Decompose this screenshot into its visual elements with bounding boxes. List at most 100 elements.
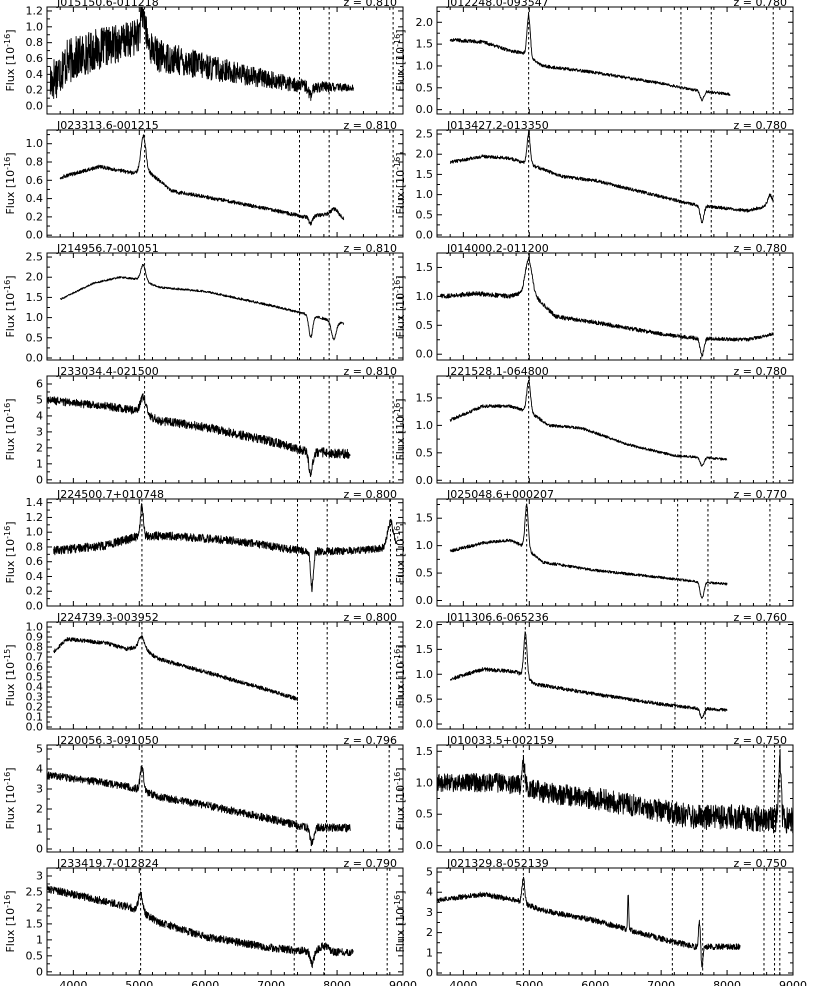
spectrum-line	[59, 263, 345, 341]
y-tick-label: 1.0	[416, 419, 434, 432]
spectrum-panel: 0 1 2 3 4 5 6 J233034.4-021500 z = 0.810 Flux [10…	[3, 365, 404, 486]
redshift-label: z = 0.780	[734, 0, 787, 9]
y-tick-label: 1.0	[26, 621, 44, 634]
redshift-label: z = 0.780	[734, 365, 787, 378]
spectrum-line	[49, 7, 355, 101]
redshift-label: z = 0.800	[344, 611, 397, 624]
y-tick-label: 1.0	[26, 137, 44, 150]
spectrum-panel: 0.0 0.5 1.0 1.5 J221528.1-064800 z = 0.780 Flu…	[393, 365, 794, 487]
y-tick-label: 0	[426, 966, 433, 979]
y-tick-label: 2	[36, 803, 43, 816]
y-tick-label: 0.2	[26, 585, 44, 598]
panel-frame	[436, 252, 794, 361]
spectrum-title: J014000.2-011200	[446, 242, 549, 255]
y-tick-label: 0.0	[416, 103, 434, 116]
x-tick-label: 5000	[125, 979, 153, 986]
spectrum-title: J012248.0-093547	[446, 0, 549, 9]
y-axis-label: Flux [10-16]	[393, 767, 407, 829]
y-tick-label: 3	[426, 906, 433, 919]
y-tick-label: 0.4	[26, 192, 44, 205]
y-tick-label: 0.5	[416, 81, 434, 94]
y-axis-label: Flux [10-16]	[393, 890, 407, 952]
panel-frame	[46, 867, 404, 976]
spectrum-title: J010033.5+002159	[446, 734, 554, 747]
y-tick-label: 5	[36, 393, 43, 406]
y-tick-label: 1.0	[26, 20, 44, 33]
spectrum-panel: 0.0 0.5 1.0 1.5 J025048.6+000207 z = 0.770 Flu…	[393, 488, 794, 607]
spectrum-title: J025048.6+000207	[446, 488, 554, 501]
spectrum-line	[47, 765, 351, 847]
y-tick-label: 0	[36, 965, 43, 978]
redshift-label: z = 0.810	[344, 242, 397, 255]
y-tick-label: 1.5	[416, 38, 434, 51]
y-tick-label: 0.5	[26, 949, 44, 962]
x-tick-label: 8000	[323, 979, 351, 986]
spectrum-line	[449, 132, 774, 224]
y-tick-label: 0.4	[26, 681, 44, 694]
redshift-label: z = 0.760	[734, 611, 787, 624]
y-tick-label: 1.0	[26, 526, 44, 539]
spectrum-title: J011306.6-065236	[446, 611, 549, 624]
panel-frame	[46, 498, 404, 607]
y-tick-label: 1	[426, 946, 433, 959]
y-axis-label: Flux [10-16]	[393, 521, 407, 583]
redshift-label: z = 0.770	[734, 488, 787, 501]
y-tick-label: 0.2	[26, 84, 44, 97]
spectrum-line	[53, 503, 397, 593]
y-tick-label: 0.5	[26, 671, 44, 684]
spectrum-line	[59, 134, 345, 226]
spectrum-title: J021329.8-052139	[446, 857, 549, 870]
panel-frame	[436, 867, 794, 976]
spectrum-title: J013427.2-013350	[446, 119, 549, 132]
y-tick-label: 0.4	[26, 68, 44, 81]
spectrum-title: J023313.6-001215	[56, 119, 159, 132]
spectrum-panel: 0 1 2 3 4 5 J021329.8-052139 z = 0.750 Flux [10-…	[393, 857, 807, 986]
y-tick-label: 0.5	[416, 693, 434, 706]
y-tick-label: 4	[36, 409, 43, 422]
y-tick-label: 1.5	[416, 261, 434, 274]
y-tick-label: 0.0	[26, 721, 44, 734]
y-tick-label: 2.0	[416, 618, 434, 631]
y-tick-label: 0	[36, 843, 43, 856]
y-tick-label: 1.0	[416, 59, 434, 72]
spectrum-title: J224739.3-003952	[56, 611, 159, 624]
y-axis-label: Flux [10-16]	[393, 152, 407, 214]
y-tick-label: 2.0	[416, 16, 434, 29]
y-tick-label: 1.0	[416, 290, 434, 303]
y-tick-label: 1.0	[416, 776, 434, 789]
y-tick-label: 2	[36, 901, 43, 914]
y-tick-label: 5	[36, 743, 43, 756]
panel-frame	[46, 6, 404, 115]
y-tick-label: 0.0	[26, 600, 44, 613]
y-tick-label: 0.8	[26, 641, 44, 654]
y-axis-label: Flux [10-16]	[3, 890, 17, 952]
y-tick-label: 0.6	[26, 661, 44, 674]
panel-frame	[46, 375, 404, 484]
x-tick-label: 5000	[515, 979, 543, 986]
spectrum-line	[449, 379, 728, 467]
spectrum-panel: 0.0 0.5 1.0 1.5 2.0 2.5 J013427.2-013350 z = 0.…	[393, 119, 794, 241]
panel-frame	[436, 744, 794, 853]
y-tick-label: 1.2	[26, 4, 44, 17]
y-axis-label: Flux [10-16]	[393, 275, 407, 337]
spectrum-title: J221528.1-064800	[446, 365, 549, 378]
y-tick-label: 0.6	[26, 555, 44, 568]
x-tick-label: 9000	[389, 979, 417, 986]
redshift-label: z = 0.800	[344, 488, 397, 501]
x-tick-label: 7000	[647, 979, 675, 986]
panel-frame	[436, 129, 794, 238]
panel-frame	[46, 744, 404, 853]
y-axis-label: Flux [10-16]	[3, 521, 17, 583]
y-tick-label: 0.9	[26, 631, 44, 644]
panel-frame	[436, 621, 794, 730]
spectrum-title: J214956.7-001051	[56, 242, 159, 255]
y-axis-label: Flux [10-15]	[3, 644, 17, 706]
y-tick-label: 1.5	[26, 291, 44, 304]
y-tick-label: 3	[36, 869, 43, 882]
y-tick-label: 4	[36, 763, 43, 776]
spectrum-panel: 0 1 2 3 4 5 J220056.3-091050 z = 0.796 Flux [10-…	[3, 734, 404, 856]
y-axis-label: Flux [10-16]	[3, 275, 17, 337]
y-tick-label: 0.6	[26, 52, 44, 65]
